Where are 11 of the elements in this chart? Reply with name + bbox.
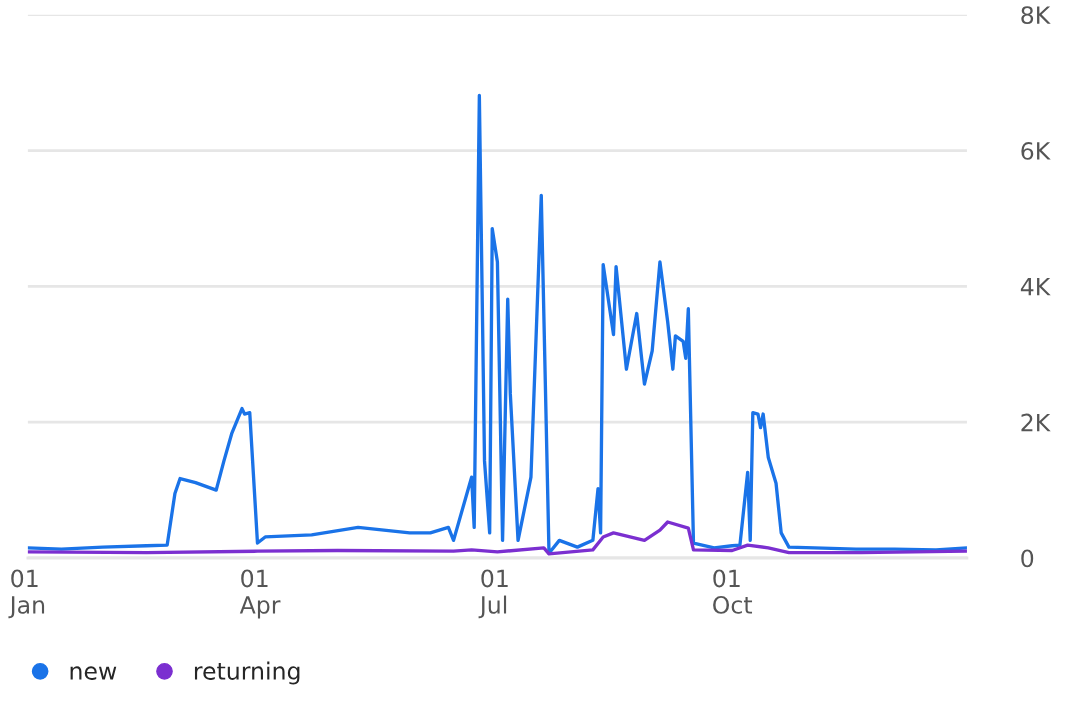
legend-label: returning [194, 661, 300, 685]
y-tick-label: 6K [1021, 141, 1051, 160]
y-tick-label: 2K [1021, 413, 1051, 432]
y-tick-label: 0 [1021, 549, 1034, 568]
x-tick-label: 01 Jul [478, 569, 508, 619]
x-tick-label: 01 Oct [713, 569, 753, 614]
y-tick-label: 8K [1021, 6, 1051, 25]
legend-label: new [70, 666, 117, 680]
y-tick-label: 4K [1020, 278, 1051, 296]
x-tick-label: 01 Jan [8, 569, 45, 619]
x-tick-label: 01 Apr [239, 569, 281, 619]
